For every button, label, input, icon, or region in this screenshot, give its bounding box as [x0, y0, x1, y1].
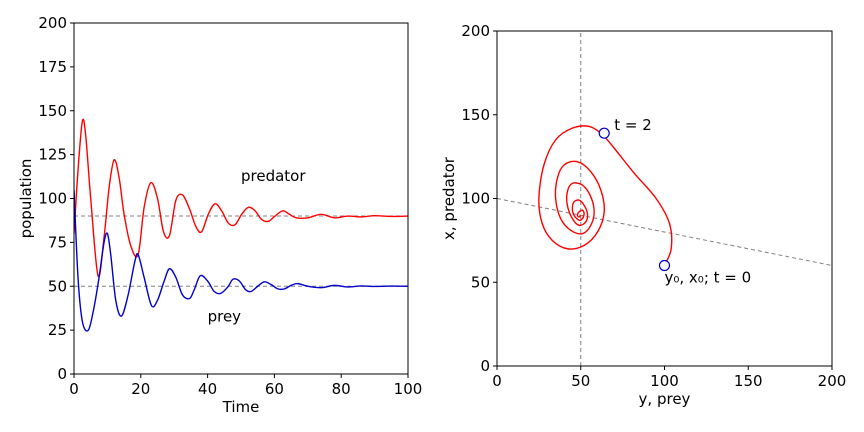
y-tick-label: 50 [471, 273, 490, 291]
y-tick-label: 100 [38, 190, 67, 208]
time-series-chart: 0 20 40 60 80 100 0 25 50 75 100 125 150 175 200 Time po… [17, 14, 422, 416]
x-tick-label: 100 [650, 372, 679, 390]
annotation-0: t = 2 [614, 116, 652, 134]
x-tick-label: 50 [571, 372, 590, 390]
plot-area [497, 31, 832, 366]
y-tick-label: 150 [38, 102, 67, 120]
x-tick-label: 20 [131, 380, 150, 398]
axes-frame [496, 30, 833, 367]
y-axis-label: population [17, 159, 35, 239]
annotation-0: predator [241, 167, 306, 185]
y-tick-label: 200 [38, 14, 67, 32]
y-tick-label: 75 [48, 233, 67, 251]
y-tick-label: 175 [38, 58, 67, 76]
annotation-1: y₀, x₀; t = 0 [665, 268, 752, 286]
series-line-predator [74, 118, 408, 278]
x-tick-label: 0 [69, 380, 79, 398]
x-tick-label: 40 [198, 380, 217, 398]
plot-area [74, 118, 408, 332]
y-axis-label: x, predator [440, 156, 458, 240]
x-tick-label: 150 [734, 372, 763, 390]
x-axis-label: y, prey [639, 390, 691, 408]
series-line-trajectory-0 [538, 125, 673, 266]
y-tick-label: 200 [461, 22, 490, 40]
series-line-prey [74, 189, 408, 332]
x-tick-label: 60 [265, 380, 284, 398]
y-tick-label: 0 [480, 357, 490, 375]
y-tick-label: 125 [38, 146, 67, 164]
y-tick-label: 25 [48, 321, 67, 339]
phase-plane-chart: 0 50 100 150 200 0 50 100 150 200 y, prey x, predat… [440, 22, 846, 408]
y-tick-label: 50 [48, 277, 67, 295]
marker-point-1 [598, 127, 610, 139]
x-axis-label: Time [222, 398, 260, 416]
y-tick-label: 0 [57, 365, 67, 383]
annotation-1: prey [208, 307, 242, 325]
y-tick-label: 150 [461, 106, 490, 124]
reference-line-1 [497, 198, 832, 266]
marker-point-0 [658, 259, 671, 272]
y-tick-label: 100 [461, 190, 490, 208]
x-tick-label: 100 [394, 380, 423, 398]
x-tick-label: 0 [492, 372, 502, 390]
x-tick-label: 80 [332, 380, 351, 398]
x-tick-label: 200 [818, 372, 847, 390]
